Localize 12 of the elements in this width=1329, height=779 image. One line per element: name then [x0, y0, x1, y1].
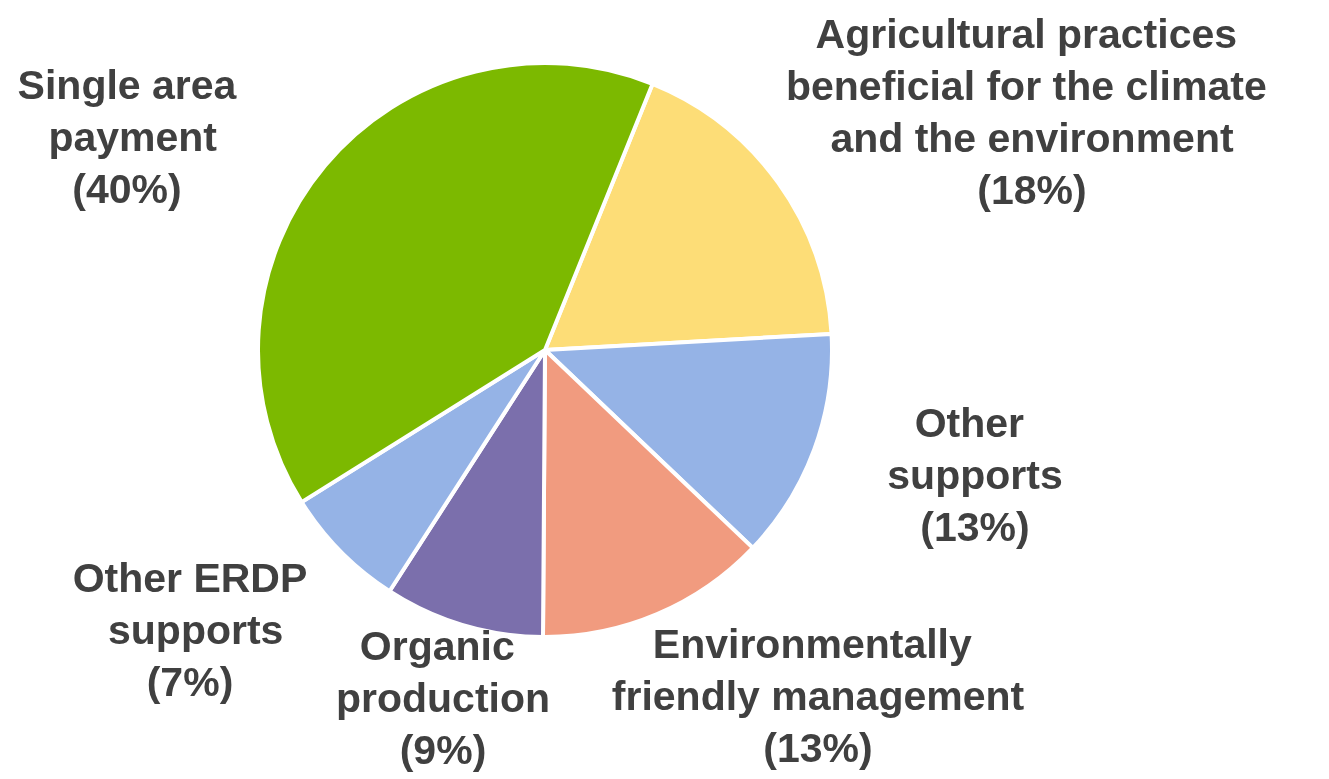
data-label: (18%) — [977, 167, 1087, 213]
data-label: (40%) — [72, 166, 182, 212]
data-label: (9%) — [399, 727, 487, 773]
slice-label: Other ERDP supports — [72, 555, 308, 653]
slice-label: Agricultural practices beneficial for the climate and the environment — [785, 11, 1279, 161]
slice-label: Organic production — [335, 623, 551, 721]
data-label: (13%) — [920, 504, 1030, 550]
slice-label: Environmentally friendly management — [611, 621, 1025, 719]
slice-label: Single area payment — [17, 62, 238, 160]
data-label: (7%) — [146, 659, 234, 705]
slice-label: Other supports — [887, 400, 1063, 498]
data-label: (13%) — [763, 725, 873, 771]
